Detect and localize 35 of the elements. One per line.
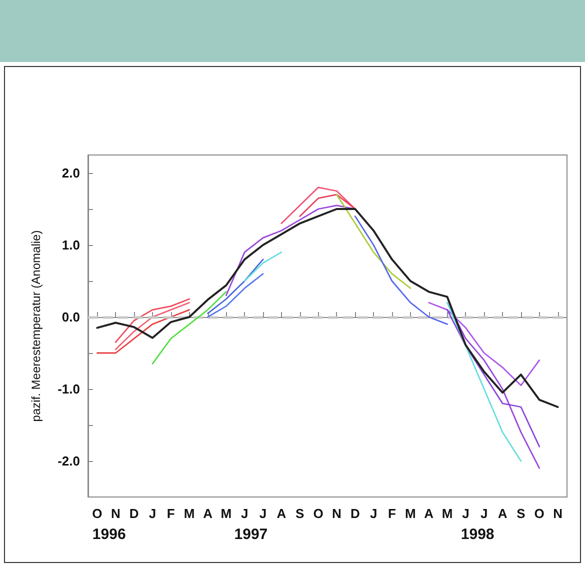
x-tick-label: M — [404, 506, 416, 521]
x-tick-label: J — [240, 506, 248, 521]
x-tick-label: N — [110, 506, 120, 521]
x-tick-label: N — [553, 506, 562, 521]
y-tick-label: -2.0 — [58, 454, 80, 468]
x-tick-label: O — [534, 506, 544, 521]
x-tick-label: A — [276, 506, 287, 521]
x-tick-label: M — [220, 506, 232, 521]
x-tick-label: J — [462, 506, 470, 521]
x-tick-label: M — [184, 506, 195, 521]
text: 1997 — [234, 526, 268, 543]
x-tick-label: J — [480, 506, 488, 521]
x-tick-label: F — [166, 506, 175, 521]
x-tick-label: J — [259, 506, 267, 521]
x-tick-label: D — [129, 506, 139, 521]
x-tick-label: S — [516, 506, 526, 521]
x-tick-label: J — [370, 506, 378, 521]
y-tick-label: 1.0 — [62, 238, 80, 252]
x-tick-label: O — [313, 506, 324, 521]
x-tick-label: A — [498, 506, 508, 521]
x-tick-label: N — [332, 506, 342, 521]
x-tick-label: M — [442, 506, 453, 521]
text: 1998 — [460, 526, 494, 543]
y-tick-label: -1.0 — [58, 382, 80, 396]
x-tick-label: S — [296, 506, 305, 521]
x-tick-label: J — [148, 506, 156, 521]
x-tick-label: A — [203, 506, 214, 521]
x-tick-label: A — [424, 506, 434, 521]
x-tick-label: F — [388, 506, 396, 521]
text: 1996 — [92, 526, 126, 543]
y-tick-label: 0.0 — [62, 310, 80, 324]
y-tick-label: 2.0 — [62, 166, 80, 180]
x-tick-label: D — [350, 506, 360, 521]
x-tick-label: O — [92, 506, 102, 521]
y-axis-title: pazif. Meerestemperatur (Anomalie) — [29, 230, 43, 422]
